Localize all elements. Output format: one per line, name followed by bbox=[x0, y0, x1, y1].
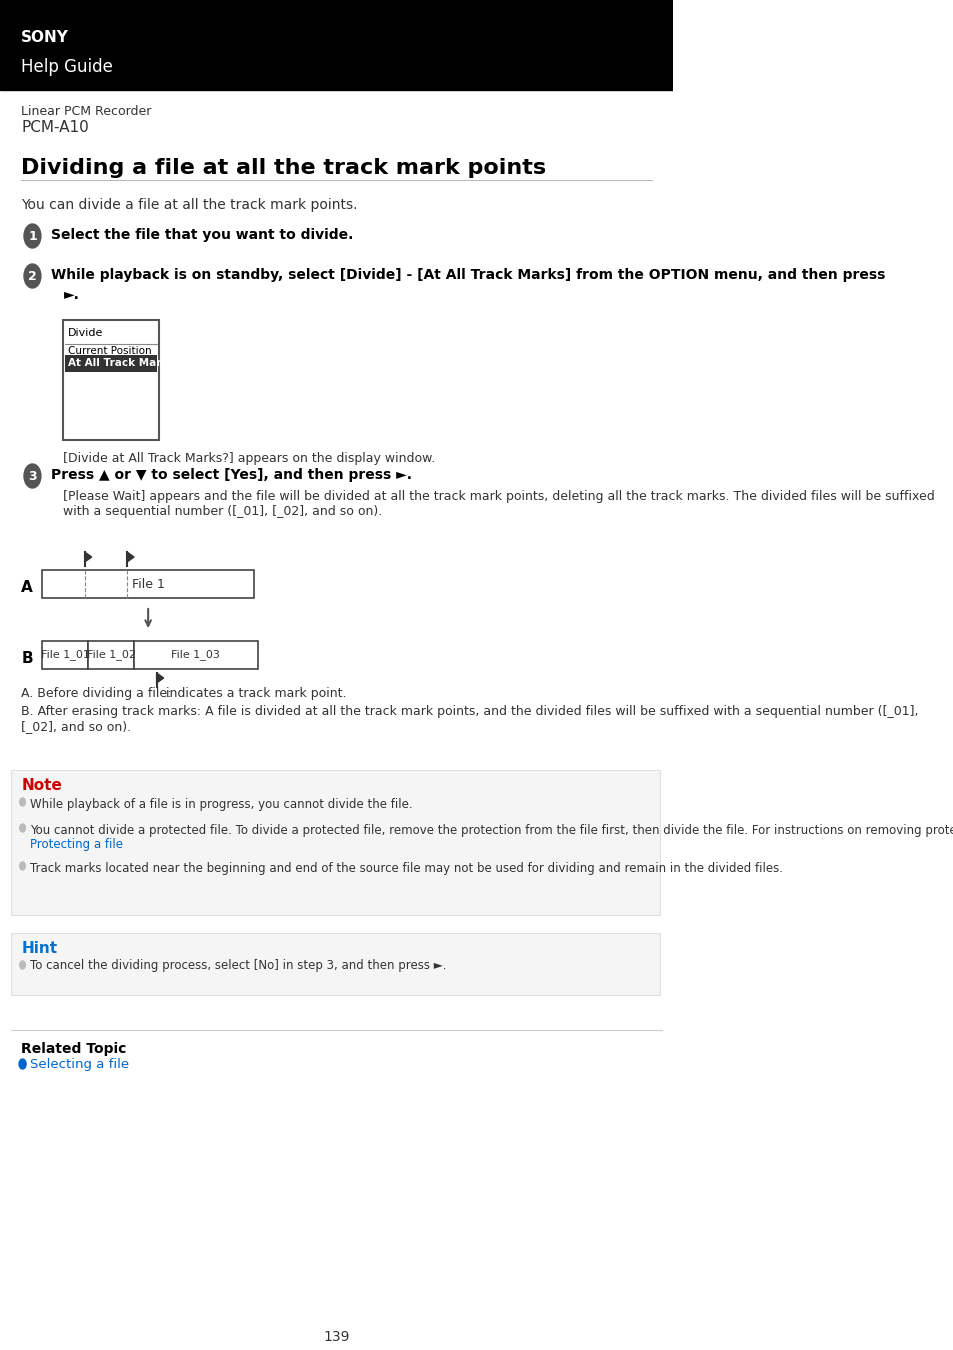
Text: Dividing a file at all the track mark points: Dividing a file at all the track mark po… bbox=[21, 158, 546, 178]
Text: indicates a track mark point.: indicates a track mark point. bbox=[167, 687, 347, 701]
Polygon shape bbox=[127, 552, 134, 562]
Text: Select the file that you want to divide.: Select the file that you want to divide. bbox=[51, 228, 353, 242]
Polygon shape bbox=[156, 674, 164, 683]
Bar bbox=[10, 769, 659, 915]
Text: File 1_01: File 1_01 bbox=[41, 649, 90, 660]
Circle shape bbox=[24, 265, 41, 288]
Text: Track marks located near the beginning and end of the source file may not be use: Track marks located near the beginning a… bbox=[30, 863, 781, 875]
Text: PCM-A10: PCM-A10 bbox=[21, 120, 89, 135]
Text: Hint: Hint bbox=[21, 941, 57, 956]
Text: SONY: SONY bbox=[21, 30, 69, 45]
Text: File 1_03: File 1_03 bbox=[172, 649, 220, 660]
Text: 2: 2 bbox=[28, 270, 37, 282]
Bar bbox=[65, 355, 157, 373]
Text: Press ▲ or ▼ to select [Yes], and then press ►.: Press ▲ or ▼ to select [Yes], and then p… bbox=[51, 468, 412, 482]
Text: Linear PCM Recorder: Linear PCM Recorder bbox=[21, 105, 152, 117]
Text: Current Position: Current Position bbox=[68, 346, 152, 356]
Text: A. Before dividing a file:: A. Before dividing a file: bbox=[21, 687, 172, 701]
Text: While playback is on standby, select [Divide] - [At All Track Marks] from the OP: While playback is on standby, select [Di… bbox=[51, 269, 884, 282]
Circle shape bbox=[20, 798, 26, 806]
Circle shape bbox=[20, 824, 26, 832]
Bar bbox=[0, 0, 673, 90]
Circle shape bbox=[24, 464, 41, 487]
Text: While playback of a file is in progress, you cannot divide the file.: While playback of a file is in progress,… bbox=[30, 798, 412, 811]
Text: ►.: ►. bbox=[64, 288, 79, 302]
Text: File 1_02: File 1_02 bbox=[87, 649, 135, 660]
Text: Divide: Divide bbox=[68, 328, 103, 338]
Bar bbox=[42, 641, 88, 670]
Text: You can divide a file at all the track mark points.: You can divide a file at all the track m… bbox=[21, 198, 357, 212]
Text: File 1: File 1 bbox=[132, 578, 165, 590]
Text: Help Guide: Help Guide bbox=[21, 58, 112, 76]
Circle shape bbox=[20, 961, 26, 969]
Text: Note: Note bbox=[21, 778, 62, 792]
Bar bbox=[42, 570, 253, 598]
Bar bbox=[88, 641, 134, 670]
Text: [Please Wait] appears and the file will be divided at all the track mark points,: [Please Wait] appears and the file will … bbox=[64, 490, 934, 518]
Text: 1: 1 bbox=[28, 230, 37, 243]
Text: Protecting a file: Protecting a file bbox=[30, 838, 123, 850]
Text: B: B bbox=[21, 651, 32, 666]
Text: A: A bbox=[21, 580, 33, 595]
Text: B. After erasing track marks: A file is divided at all the track mark points, an: B. After erasing track marks: A file is … bbox=[21, 705, 918, 733]
Text: [Divide at All Track Marks?] appears on the display window.: [Divide at All Track Marks?] appears on … bbox=[64, 452, 436, 464]
Bar bbox=[134, 641, 257, 670]
Bar bbox=[64, 320, 158, 440]
Text: Selecting a file: Selecting a file bbox=[30, 1058, 129, 1071]
Circle shape bbox=[20, 863, 26, 869]
Text: At All Track Marks: At All Track Marks bbox=[68, 358, 174, 369]
Text: To cancel the dividing process, select [No] in step 3, and then press ►.: To cancel the dividing process, select [… bbox=[30, 958, 446, 972]
Circle shape bbox=[19, 1058, 26, 1069]
Text: 3: 3 bbox=[28, 470, 37, 482]
Polygon shape bbox=[85, 552, 91, 562]
Text: 139: 139 bbox=[323, 1330, 350, 1345]
Text: You cannot divide a protected file. To divide a protected file, remove the prote: You cannot divide a protected file. To d… bbox=[30, 824, 953, 837]
Bar bbox=[10, 933, 659, 995]
Circle shape bbox=[24, 224, 41, 248]
Text: Related Topic: Related Topic bbox=[21, 1042, 127, 1056]
